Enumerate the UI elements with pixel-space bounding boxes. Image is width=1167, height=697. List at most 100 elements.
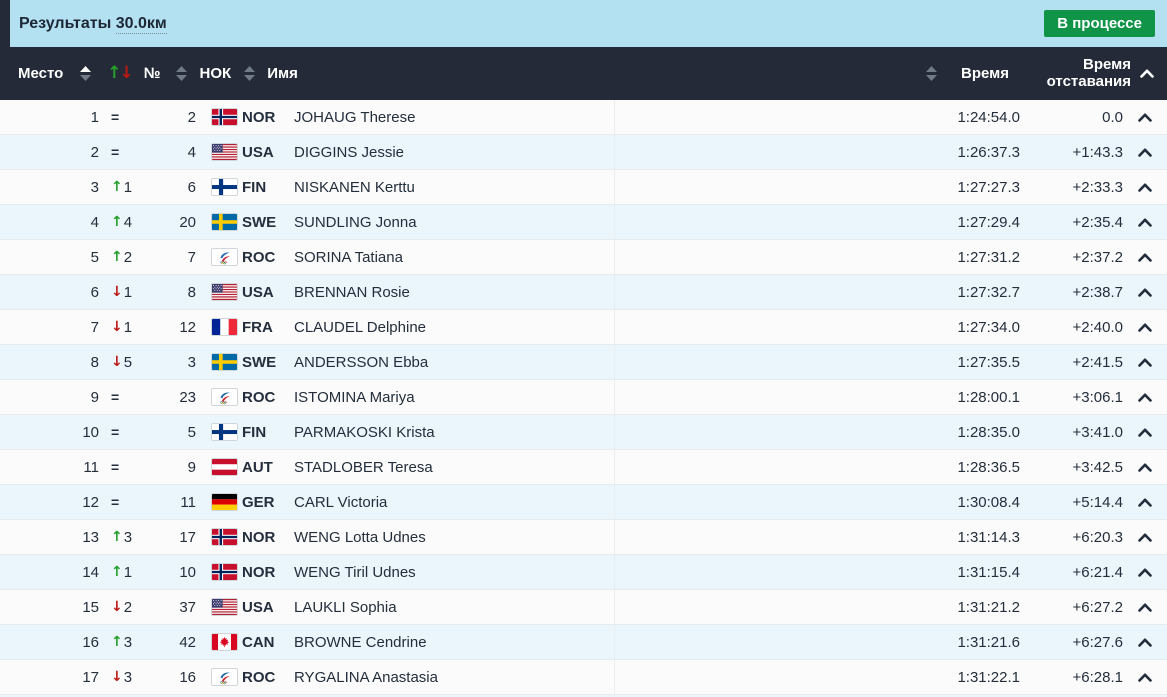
expand-chevron-icon[interactable] xyxy=(1123,392,1167,402)
gap-cell: +2:35.4 xyxy=(1072,213,1123,231)
expand-chevron-icon[interactable] xyxy=(1123,357,1167,367)
change-indicator: = xyxy=(100,460,148,474)
sort-icon-noc[interactable] xyxy=(244,66,256,81)
flag-icon-nor xyxy=(211,528,238,546)
change-value: 3 xyxy=(123,668,133,686)
sort-icon-place[interactable] xyxy=(80,66,92,81)
expand-chevron-icon[interactable] xyxy=(1123,112,1167,122)
place-cell: 11 xyxy=(83,458,99,476)
flag-cell xyxy=(198,458,242,476)
distance-label[interactable]: 30.0км xyxy=(115,14,167,34)
sort-icon-time[interactable] xyxy=(926,66,937,81)
flag-icon-roc xyxy=(211,248,238,266)
bib-cell: 10 xyxy=(179,563,196,581)
expand-chevron-icon[interactable] xyxy=(1123,287,1167,297)
noc-code: NOR xyxy=(242,563,276,581)
noc-code: FIN xyxy=(242,423,267,441)
time-cell: 1:27:27.3 xyxy=(957,178,1020,196)
position-change-icon[interactable]: ↑↓ xyxy=(107,63,134,83)
bib-cell: 6 xyxy=(187,178,196,196)
expand-chevron-icon[interactable] xyxy=(1123,672,1167,682)
change-value: 5 xyxy=(123,353,133,371)
expand-chevron-icon[interactable] xyxy=(1123,322,1167,332)
place-cell: 12 xyxy=(82,493,99,511)
bib-cell: 9 xyxy=(187,458,196,476)
place-cell: 13 xyxy=(82,528,99,546)
expand-chevron-icon[interactable] xyxy=(1123,462,1167,472)
time-cell: 1:31:21.2 xyxy=(957,598,1020,616)
flag-icon-swe xyxy=(211,213,238,231)
expand-chevron-icon[interactable] xyxy=(1123,532,1167,542)
change-value: 2 xyxy=(123,248,133,266)
expand-chevron-icon[interactable] xyxy=(1123,182,1167,192)
bib-cell: 23 xyxy=(179,388,196,406)
time-cell: 1:28:36.5 xyxy=(957,458,1020,476)
bib-cell: 3 xyxy=(187,353,196,371)
flag-icon-usa xyxy=(211,598,238,616)
flag-icon-can xyxy=(211,633,238,651)
time-cell: 1:31:15.4 xyxy=(957,563,1020,581)
table-row: 10 = 5 FIN PARMAKOSKI Krista 1:28:35.0 +… xyxy=(0,415,1167,450)
sort-icon-bib[interactable] xyxy=(175,66,187,81)
athlete-name: WENG Tiril Udnes xyxy=(294,555,615,589)
flag-cell xyxy=(198,633,242,651)
change-value: 3 xyxy=(123,633,133,651)
change-arrow-icon: = xyxy=(111,459,120,475)
column-header-gap[interactable]: Время отставания xyxy=(1046,55,1131,90)
expand-chevron-icon[interactable] xyxy=(1123,252,1167,262)
expand-chevron-icon[interactable] xyxy=(1123,567,1167,577)
bib-cell: 5 xyxy=(187,423,196,441)
flag-icon-nor xyxy=(211,108,238,126)
table-row: 7 ↓ 1 12 FRA CLAUDEL Delphine 1:27:34.0 … xyxy=(0,310,1167,345)
column-header-noc[interactable]: НОК xyxy=(199,65,232,82)
expand-chevron-icon[interactable] xyxy=(1123,497,1167,507)
gap-cell: +6:21.4 xyxy=(1072,563,1123,581)
gap-cell: +2:38.7 xyxy=(1072,283,1123,301)
collapse-all-chevron-icon[interactable] xyxy=(1140,69,1154,78)
time-cell: 1:31:22.1 xyxy=(957,668,1020,686)
flag-icon-usa xyxy=(211,283,238,301)
change-arrow-icon: ↑ xyxy=(111,179,123,195)
column-header-name[interactable]: Имя xyxy=(267,65,298,82)
athlete-name: BRENNAN Rosie xyxy=(294,275,615,309)
gap-cell: +5:14.4 xyxy=(1072,493,1123,511)
flag-cell xyxy=(198,668,242,686)
flag-cell xyxy=(198,493,242,511)
column-header-time[interactable]: Время xyxy=(961,65,1009,82)
athlete-name: ANDERSSON Ebba xyxy=(294,345,615,379)
bib-cell: 16 xyxy=(179,668,196,686)
change-arrow-icon: ↓ xyxy=(111,284,123,300)
table-row: 3 ↑ 1 6 FIN NISKANEN Kerttu 1:27:27.3 +2… xyxy=(0,170,1167,205)
table-row: 5 ↑ 2 7 ROC SORINA Tatiana 1:27:31.2 +2:… xyxy=(0,240,1167,275)
place-cell: 3 xyxy=(90,178,99,196)
time-cell: 1:27:34.0 xyxy=(957,318,1020,336)
time-cell: 1:31:21.6 xyxy=(957,633,1020,651)
change-value: 1 xyxy=(123,318,133,336)
bib-cell: 4 xyxy=(187,143,196,161)
expand-chevron-icon[interactable] xyxy=(1123,637,1167,647)
expand-chevron-icon[interactable] xyxy=(1123,602,1167,612)
change-indicator: ↑ 1 xyxy=(100,179,148,196)
flag-cell xyxy=(198,108,242,126)
time-cell: 1:27:32.7 xyxy=(957,283,1020,301)
bib-cell: 37 xyxy=(179,598,196,616)
place-cell: 1 xyxy=(90,108,99,126)
column-header-bib[interactable]: № xyxy=(143,65,161,82)
change-value: 1 xyxy=(123,563,133,581)
noc-code: AUT xyxy=(242,458,273,476)
time-cell: 1:31:14.3 xyxy=(957,528,1020,546)
change-value: 4 xyxy=(123,213,133,231)
change-arrow-icon: = xyxy=(111,389,120,405)
expand-chevron-icon[interactable] xyxy=(1123,427,1167,437)
change-indicator: ↑ 2 xyxy=(100,249,148,266)
place-cell: 5 xyxy=(90,248,99,266)
change-arrow-icon: = xyxy=(111,424,120,440)
noc-code: ROC xyxy=(242,668,276,686)
column-header-place[interactable]: Место xyxy=(18,65,64,82)
athlete-name: SORINA Tatiana xyxy=(294,240,615,274)
bib-cell: 11 xyxy=(180,493,196,511)
change-arrow-icon: = xyxy=(111,109,120,125)
expand-chevron-icon[interactable] xyxy=(1123,217,1167,227)
time-cell: 1:27:31.2 xyxy=(957,248,1020,266)
expand-chevron-icon[interactable] xyxy=(1123,147,1167,157)
